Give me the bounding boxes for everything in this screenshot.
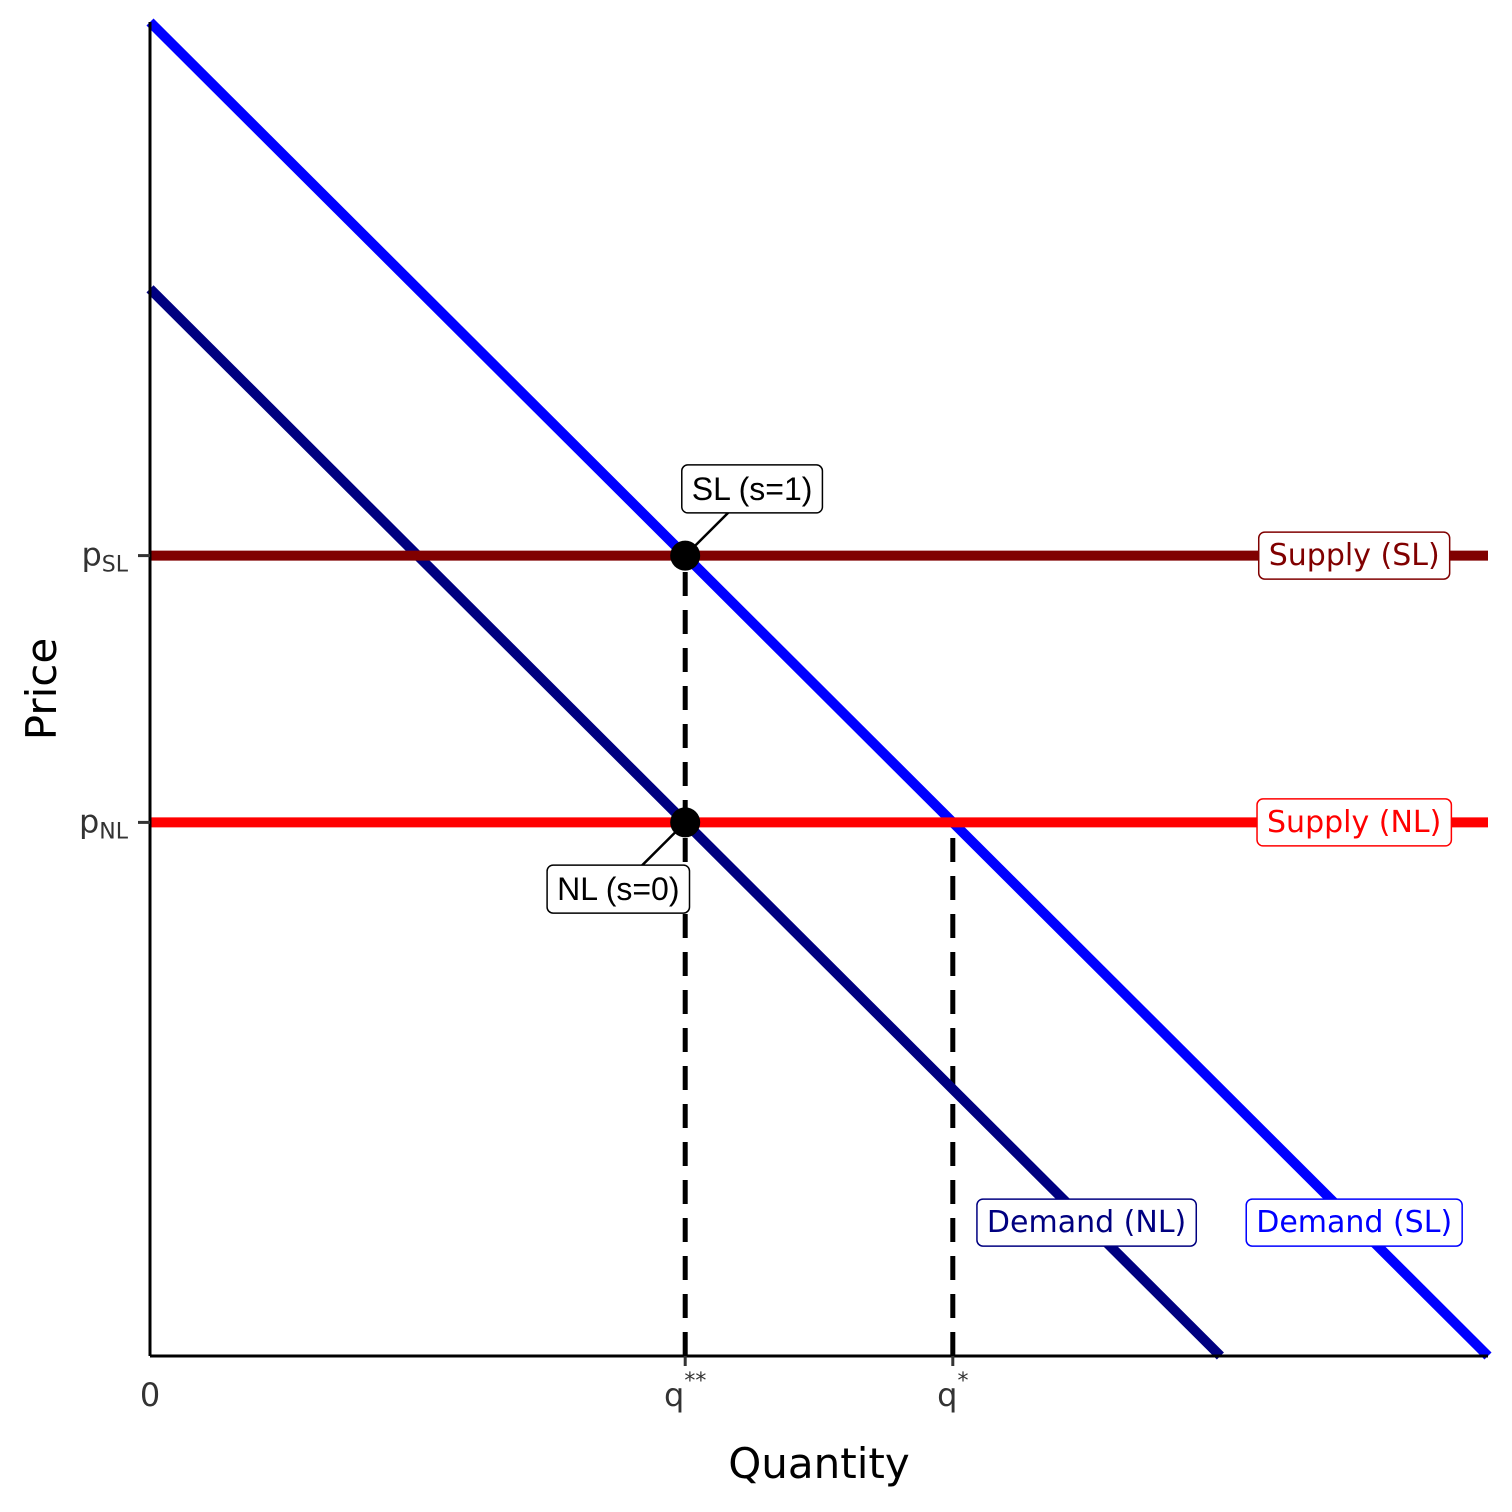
- curve-label-supply-sl-box: [1257, 531, 1451, 580]
- y-tick-label-1: pNL: [79, 802, 129, 844]
- curve-label-demand-sl-box: [1245, 1198, 1463, 1247]
- y-tick-label-0: pSL: [81, 536, 128, 578]
- x-tick-label-1: q**: [664, 1369, 706, 1414]
- x-axis-title: Quantity: [728, 1439, 910, 1488]
- curve-label-demand-nl-box: [976, 1198, 1198, 1247]
- series-lines: [146, 18, 1492, 1360]
- curve-label-supply-sl: Supply (SL): [1257, 531, 1451, 580]
- series-line-demand-sl: [146, 18, 1492, 1360]
- curve-label-demand-nl-text: Demand (NL): [987, 1205, 1186, 1240]
- point-label-0-text: SL (s=1): [692, 471, 813, 507]
- curve-label-demand-sl: Demand (SL): [1245, 1198, 1463, 1247]
- curve-label-demand-sl-text: Demand (SL): [1256, 1205, 1452, 1240]
- equilibrium-point-0: [670, 540, 701, 571]
- point-label-0: SL (s=1): [681, 464, 824, 514]
- ticks: 0 q** q* pSL pNL: [79, 536, 968, 1414]
- equilibrium-point-1: [670, 807, 701, 838]
- curve-labels: Demand (SL) Demand (NL) Supply (SL) Supply …: [976, 531, 1463, 1247]
- y-axis-title: Price: [17, 638, 66, 740]
- curve-label-supply-nl: Supply (NL): [1256, 798, 1453, 847]
- point-label-1-box: [546, 864, 691, 914]
- curve-label-supply-sl-text: Supply (SL): [1269, 538, 1440, 573]
- curve-label-supply-nl-box: [1256, 798, 1453, 847]
- x-tick-label-0: 0: [140, 1376, 160, 1414]
- curve-label-supply-nl-text: Supply (NL): [1267, 805, 1441, 840]
- axes: [148, 22, 1488, 1358]
- point-label-1: NL (s=0): [546, 864, 691, 914]
- point-label-0-box: [681, 464, 824, 514]
- point-label-1-text: NL (s=0): [557, 871, 679, 907]
- x-tick-label-2: q*: [937, 1369, 968, 1414]
- curve-label-demand-nl: Demand (NL): [976, 1198, 1198, 1247]
- equilibrium-points: SL (s=1) NL (s=0): [546, 464, 824, 914]
